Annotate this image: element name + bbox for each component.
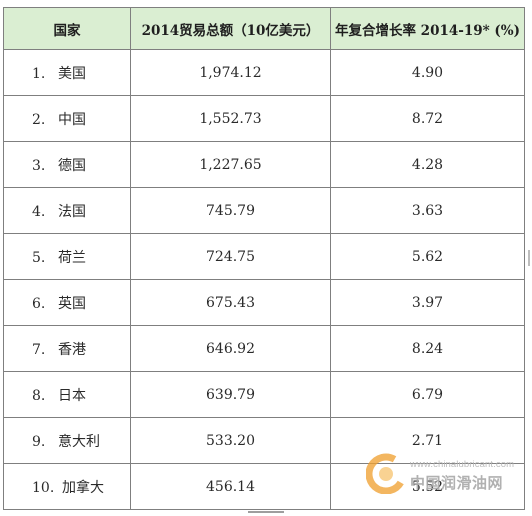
cell-country-name: 法国 xyxy=(58,203,86,220)
cell-country-name: 加拿大 xyxy=(62,479,104,496)
cell-trade-total: 745.79 xyxy=(130,187,331,234)
cell-trade-total: 639.79 xyxy=(130,371,331,418)
table-row: 9. 意大利 533.20 2.71 xyxy=(3,417,525,464)
cell-rank: 10. xyxy=(32,479,55,496)
cell-country-name: 荷兰 xyxy=(58,249,86,266)
cell-country-name: 英国 xyxy=(58,295,86,312)
cell-country: 7. 香港 xyxy=(3,325,131,372)
table-row: 7. 香港 646.92 8.24 xyxy=(3,325,525,372)
cell-country-name: 香港 xyxy=(58,341,86,358)
cell-country: 5. 荷兰 xyxy=(3,233,131,280)
table-header-row: 国家 2014贸易总额（10亿美元） 年复合增长率 2014-19* (%) xyxy=(3,7,525,50)
table-row: 10. 加拿大 456.14 5.52 xyxy=(3,463,525,510)
cell-country: 6. 英国 xyxy=(3,279,131,326)
cell-rank: 3. xyxy=(32,157,46,174)
table-row: 2. 中国 1,552.73 8.72 xyxy=(3,95,525,142)
cell-trade-total: 724.75 xyxy=(130,233,331,280)
cell-cagr: 5.62 xyxy=(330,233,525,280)
cell-country: 8. 日本 xyxy=(3,371,131,418)
cell-country: 10. 加拿大 xyxy=(3,463,131,510)
bottom-mark xyxy=(248,511,284,513)
cell-rank: 7. xyxy=(32,341,46,358)
cell-cagr: 4.28 xyxy=(330,141,525,188)
cell-rank: 8. xyxy=(32,387,46,404)
header-cagr: 年复合增长率 2014-19* (%) xyxy=(330,7,525,50)
cell-country: 3. 德国 xyxy=(3,141,131,188)
cell-country-name: 中国 xyxy=(58,111,86,128)
cell-rank: 5. xyxy=(32,249,46,266)
edge-mark xyxy=(528,250,530,266)
cell-cagr: 4.90 xyxy=(330,49,525,96)
cell-rank: 4. xyxy=(32,203,46,220)
cell-rank: 1. xyxy=(32,65,46,82)
cell-cagr: 3.63 xyxy=(330,187,525,234)
cell-trade-total: 646.92 xyxy=(130,325,331,372)
cell-trade-total: 1,974.12 xyxy=(130,49,331,96)
cell-trade-total: 1,552.73 xyxy=(130,95,331,142)
cell-rank: 2. xyxy=(32,111,46,128)
cell-cagr: 6.79 xyxy=(330,371,525,418)
table-row: 6. 英国 675.43 3.97 xyxy=(3,279,525,326)
cell-trade-total: 1,227.65 xyxy=(130,141,331,188)
cell-trade-total: 675.43 xyxy=(130,279,331,326)
header-country: 国家 xyxy=(3,7,131,50)
cell-trade-total: 456.14 xyxy=(130,463,331,510)
cell-rank: 9. xyxy=(32,433,46,450)
trade-table-container: 国家 2014贸易总额（10亿美元） 年复合增长率 2014-19* (%) 1… xyxy=(3,7,525,514)
cell-country-name: 美国 xyxy=(58,65,86,82)
cell-country: 2. 中国 xyxy=(3,95,131,142)
table-row: 4. 法国 745.79 3.63 xyxy=(3,187,525,234)
table-row: 5. 荷兰 724.75 5.62 xyxy=(3,233,525,280)
cell-cagr: 3.97 xyxy=(330,279,525,326)
trade-table: 国家 2014贸易总额（10亿美元） 年复合增长率 2014-19* (%) 1… xyxy=(3,7,525,510)
cell-cagr: 2.71 xyxy=(330,417,525,464)
cell-country-name: 德国 xyxy=(58,157,86,174)
table-row: 3. 德国 1,227.65 4.28 xyxy=(3,141,525,188)
table-row: 1. 美国 1,974.12 4.90 xyxy=(3,49,525,96)
table-row: 8. 日本 639.79 6.79 xyxy=(3,371,525,418)
cell-cagr: 8.72 xyxy=(330,95,525,142)
cell-rank: 6. xyxy=(32,295,46,312)
cell-country: 4. 法国 xyxy=(3,187,131,234)
cell-cagr: 5.52 xyxy=(330,463,525,510)
header-trade-total: 2014贸易总额（10亿美元） xyxy=(130,7,331,50)
cell-trade-total: 533.20 xyxy=(130,417,331,464)
cell-cagr: 8.24 xyxy=(330,325,525,372)
cell-country: 1. 美国 xyxy=(3,49,131,96)
cell-country: 9. 意大利 xyxy=(3,417,131,464)
cell-country-name: 意大利 xyxy=(58,433,100,450)
cell-country-name: 日本 xyxy=(58,387,86,404)
